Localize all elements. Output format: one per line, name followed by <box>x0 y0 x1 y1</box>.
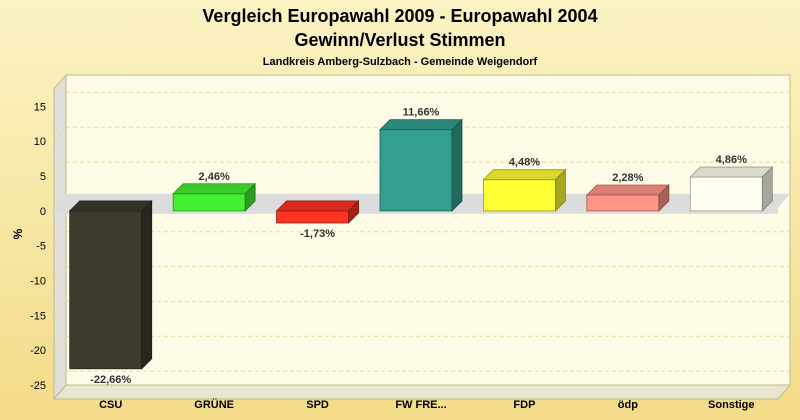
bar-top <box>379 119 463 131</box>
bar-value-label: -22,66% <box>90 374 131 386</box>
plot-floor <box>52 384 792 400</box>
bar-side <box>555 168 566 212</box>
chart-title: Vergleich Europawahl 2009 - Europawahl 2… <box>202 6 597 26</box>
y-tick-label: 10 <box>34 136 46 148</box>
bar-side <box>451 118 463 212</box>
y-tick-label: -20 <box>30 345 46 357</box>
bar <box>586 194 660 212</box>
gridline-side <box>53 301 67 316</box>
bar <box>276 210 349 224</box>
chart-subtitle: Gewinn/Verlust Stimmen <box>294 30 505 50</box>
bar-value-label: 2,46% <box>199 171 230 183</box>
y-tick-label: -25 <box>30 380 46 392</box>
bar <box>483 179 556 212</box>
gridline-side <box>53 92 67 107</box>
bar-value-label: 11,66% <box>403 107 440 119</box>
y-tick-label: -15 <box>30 310 46 322</box>
plot-side-wall <box>53 73 67 401</box>
bar-side <box>658 184 670 212</box>
bar <box>689 176 763 212</box>
x-tick-label: Sonstige <box>708 399 754 411</box>
x-tick-label: SPD <box>306 399 329 411</box>
gridline-side <box>53 335 67 351</box>
gridline-side <box>53 266 67 281</box>
bar-top <box>172 183 257 195</box>
gridline-side <box>53 126 67 142</box>
plot-area: -25 -20 -15 -10 -5 0 5 10 15 -22,66% CSU 2,46% GRÜNE… <box>30 73 792 411</box>
bar-value-label: 2,28% <box>612 172 643 184</box>
y-tick-label: -5 <box>36 241 46 253</box>
bar-top <box>585 184 670 196</box>
chart-caption: Landkreis Amberg-Sulzbach - Gemeinde Wei… <box>263 56 538 68</box>
bar <box>379 129 453 212</box>
x-tick-label: GRÜNE <box>194 398 234 411</box>
bar-top <box>275 200 360 212</box>
bar-side <box>761 166 773 212</box>
y-tick-label: 5 <box>40 171 46 183</box>
y-tick-label: -10 <box>30 276 46 288</box>
y-axis-label: % <box>11 228 25 239</box>
bar-side <box>141 199 153 370</box>
x-tick-label: CSU <box>99 399 122 411</box>
y-tick-label: 0 <box>40 206 46 218</box>
y-tick-label: 15 <box>34 101 46 113</box>
gridline-side <box>53 161 67 177</box>
bar-side <box>244 182 256 212</box>
x-tick-label: ödp <box>618 399 638 411</box>
bar <box>172 193 246 212</box>
bar-top <box>689 166 774 178</box>
bar <box>69 210 143 370</box>
x-tick-label: FDP <box>513 399 535 411</box>
bar-value-label: -1,73% <box>300 228 335 240</box>
bar-side <box>348 199 359 224</box>
x-tick-label: FW FRE... <box>395 399 446 411</box>
bar-top <box>68 200 153 212</box>
bar-value-label: 4,86% <box>716 154 747 166</box>
gridline-side <box>53 370 67 386</box>
gridline-side <box>53 231 67 247</box>
bar-top <box>482 169 567 181</box>
bar-value-label: 4,48% <box>509 157 540 169</box>
